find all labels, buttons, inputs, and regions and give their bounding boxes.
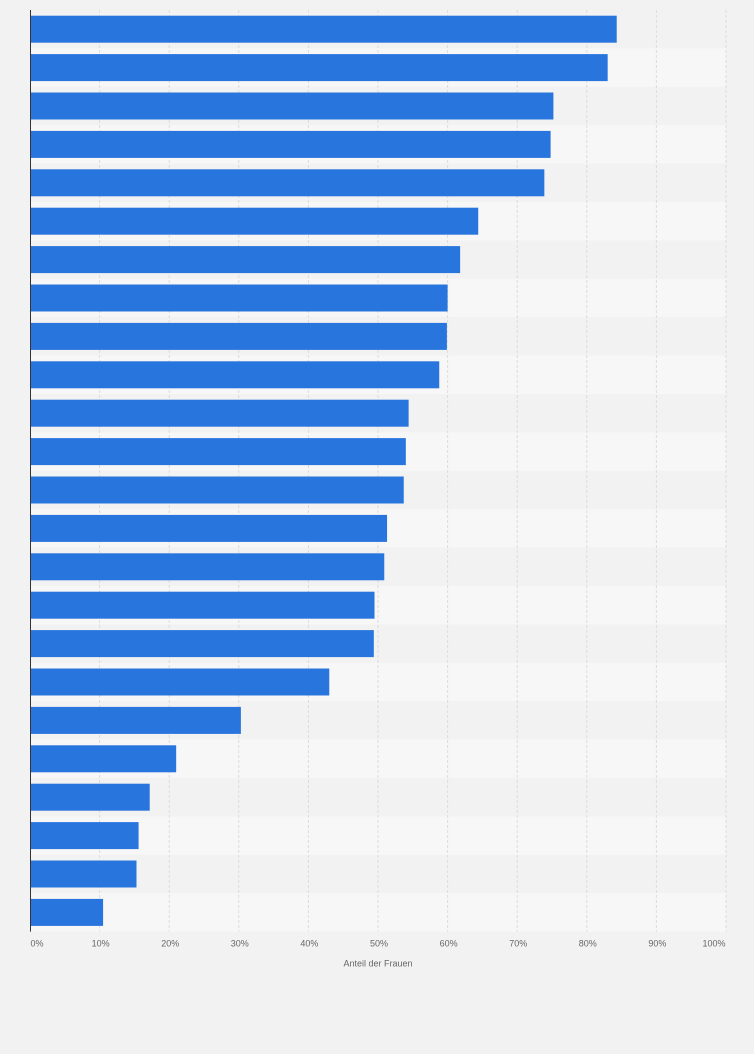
x-tick-label: 60% <box>440 939 458 949</box>
x-tick-label: 20% <box>161 939 179 949</box>
bar <box>30 822 139 850</box>
bars <box>30 15 617 926</box>
bar <box>30 399 409 427</box>
x-axis-ticks: 0% 10% 20% 30% 40% 50% 60% 70% 80% 90% 100% <box>30 939 725 949</box>
bar <box>30 668 330 696</box>
bar <box>30 284 448 312</box>
gridlines <box>99 10 727 932</box>
x-tick-label: 10% <box>92 939 110 949</box>
bar <box>30 898 104 926</box>
bar <box>30 130 551 158</box>
bar <box>30 438 406 466</box>
bar <box>30 514 388 542</box>
bar <box>30 169 545 197</box>
bar <box>30 591 375 619</box>
bar <box>30 630 374 658</box>
bar <box>30 476 404 504</box>
x-tick-label: 0% <box>30 939 43 949</box>
bar <box>30 361 440 389</box>
bar <box>30 15 617 43</box>
bar <box>30 92 554 120</box>
x-axis-label: Anteil der Frauen <box>343 959 412 969</box>
bar <box>30 553 385 581</box>
x-tick-label: 50% <box>370 939 388 949</box>
x-tick-label: 40% <box>300 939 318 949</box>
x-tick-label: 80% <box>579 939 597 949</box>
bar <box>30 322 447 350</box>
bar <box>30 706 241 734</box>
bar <box>30 783 150 811</box>
bar <box>30 54 608 82</box>
bar <box>30 246 461 274</box>
bar <box>30 207 479 235</box>
bar <box>30 745 177 773</box>
x-tick-label: 30% <box>231 939 249 949</box>
x-tick-label: 90% <box>648 939 666 949</box>
bar <box>30 860 137 888</box>
x-tick-label: 70% <box>509 939 527 949</box>
x-tick-label: 100% <box>702 939 725 949</box>
